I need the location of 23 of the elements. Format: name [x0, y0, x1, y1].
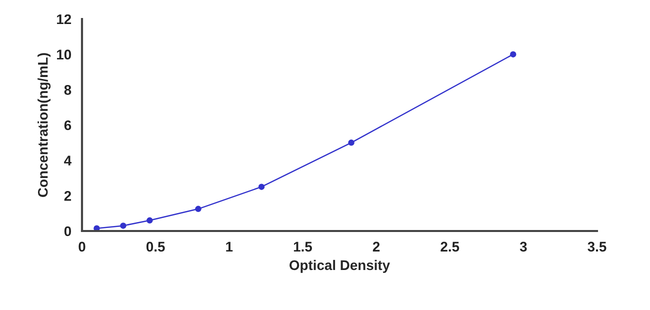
x-tick-label: 1 [226, 242, 233, 252]
point [510, 51, 516, 58]
y-tick-label: 0 [64, 226, 72, 236]
y-tick-label: 2 [64, 191, 72, 201]
x-tick-label: 2.5 [440, 242, 460, 252]
point [195, 206, 202, 212]
x-tick-label: 0.5 [146, 242, 165, 252]
x-tick-label: 3 [520, 242, 527, 252]
y-axis-title: Concentration(ng/mL) [38, 53, 51, 197]
point [348, 140, 354, 146]
point [258, 184, 265, 190]
x-tick-label: 2 [372, 242, 380, 252]
point [146, 217, 153, 224]
y-tick-label: 4 [64, 156, 72, 166]
y-tick-label: 6 [64, 120, 72, 130]
x-tick-label: 0 [78, 242, 86, 252]
x-axis-title: Optical Density [290, 260, 390, 273]
y-tick-label: 12 [57, 14, 72, 24]
x-tick-label: 3.5 [588, 242, 606, 252]
y-tick-label: 8 [64, 85, 72, 95]
point [120, 222, 126, 229]
x-tick-label: 1.5 [294, 242, 312, 252]
y-tick-label: 10 [57, 50, 72, 60]
